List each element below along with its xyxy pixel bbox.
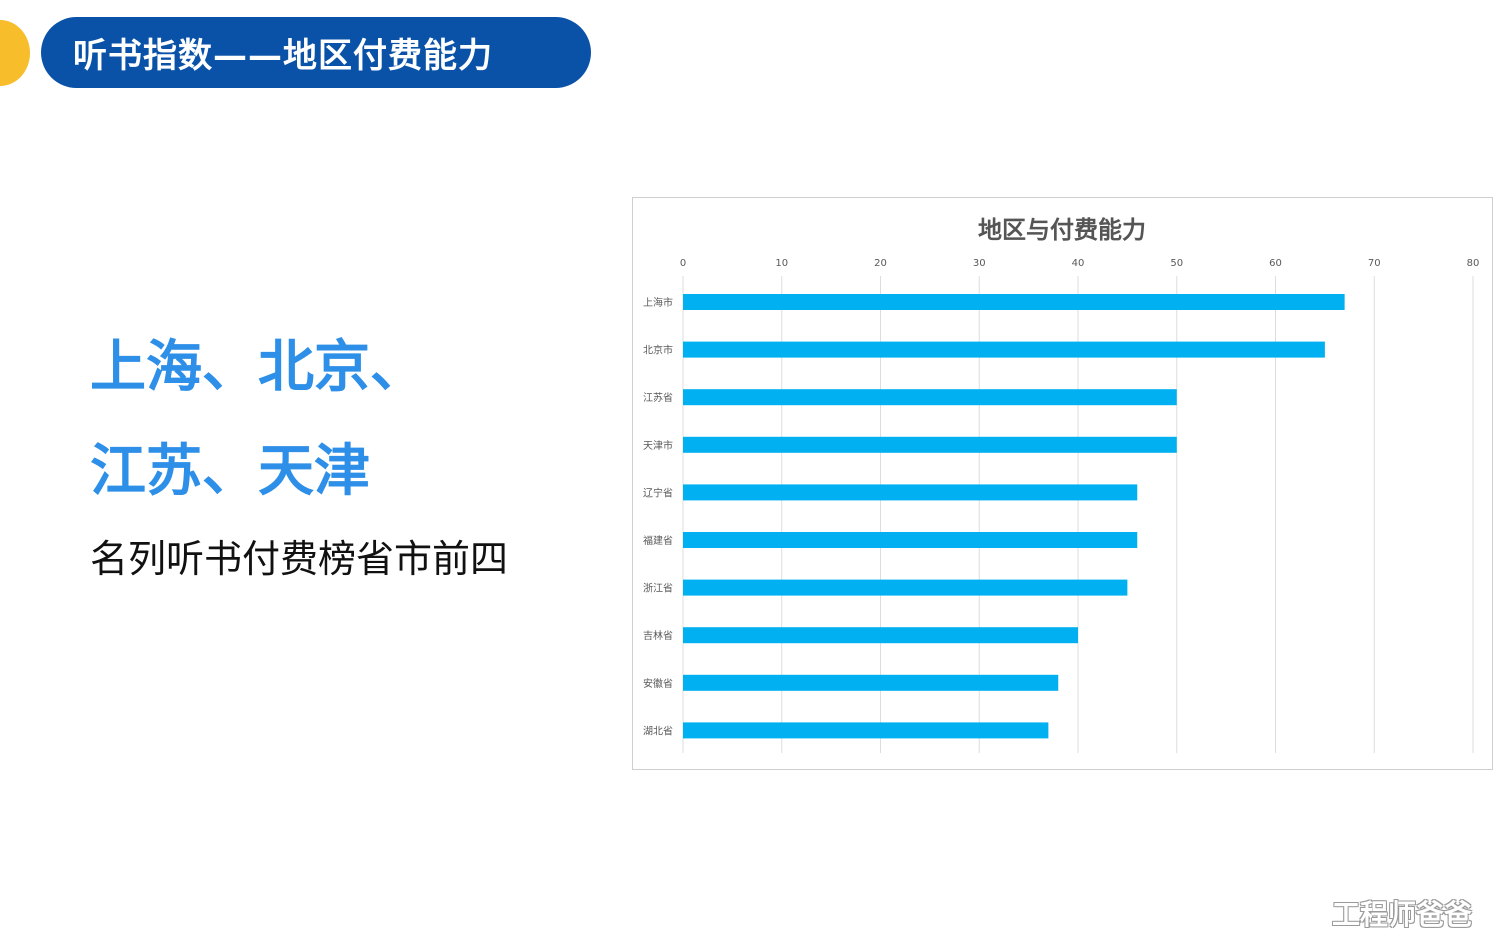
bar: [683, 579, 1128, 596]
category-label: 福建省: [643, 534, 673, 547]
bar: [683, 627, 1078, 644]
bar-chart-svg: 地区与付费能力 0 10 20 30 40 50 60 70 80 上海市北京市江苏省天津市辽宁…: [643, 216, 1480, 753]
title-banner: 听书指数——地区付费能力: [41, 17, 591, 88]
chart-title: 地区与付费能力: [978, 216, 1146, 244]
category-label: 上海市: [643, 296, 673, 309]
x-tick-label: 20: [874, 258, 887, 269]
x-tick-label: 40: [1072, 258, 1085, 269]
bar: [683, 389, 1177, 406]
x-tick-label: 60: [1269, 258, 1282, 269]
bar: [683, 294, 1345, 310]
page-title: 听书指数——地区付费能力: [73, 36, 493, 76]
bar: [683, 674, 1059, 691]
category-label: 天津市: [643, 439, 673, 452]
x-tick-label: 10: [775, 258, 788, 269]
headline-line-1: 上海、北京、: [90, 335, 426, 400]
bar: [683, 341, 1325, 358]
watermark: 工程师爸爸: [1331, 898, 1472, 931]
x-tick-label: 80: [1467, 258, 1480, 269]
corner-decoration-dot: [0, 20, 30, 86]
category-label: 湖北省: [643, 724, 673, 737]
bar: [683, 532, 1138, 548]
headline-line-2: 江苏、天津: [90, 439, 370, 504]
category-label: 浙江省: [643, 582, 673, 595]
bar-chart: 地区与付费能力 0 10 20 30 40 50 60 70 80 上海市北京市江苏省天津市辽宁…: [632, 197, 1493, 770]
category-label: 吉林省: [643, 629, 673, 642]
x-tick-label: 0: [680, 258, 686, 269]
bar: [683, 484, 1138, 501]
category-label: 江苏省: [643, 391, 673, 404]
x-tick-label: 50: [1170, 258, 1183, 269]
category-label: 辽宁省: [643, 486, 673, 499]
subheadline: 名列听书付费榜省市前四: [90, 537, 509, 581]
bar: [683, 436, 1177, 453]
category-label: 安徽省: [643, 677, 673, 690]
category-label: 北京市: [643, 344, 673, 357]
x-tick-label: 30: [973, 258, 986, 269]
bar: [683, 722, 1049, 739]
x-tick-label: 70: [1368, 258, 1381, 269]
